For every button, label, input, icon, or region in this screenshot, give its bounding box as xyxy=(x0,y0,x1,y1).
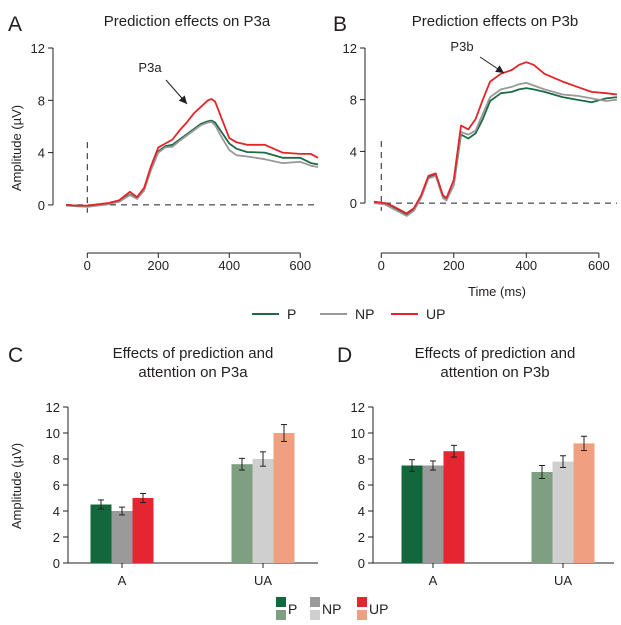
panel-d-title-line1: Effects of prediction and xyxy=(415,345,576,362)
legend-label: NP xyxy=(322,601,341,617)
y-tick-label: 4 xyxy=(350,144,357,159)
bar-p-a xyxy=(401,465,423,563)
legend-swatch-attended xyxy=(276,597,286,607)
legend-swatch-attended xyxy=(357,597,367,607)
legend-item-p: P xyxy=(252,306,296,322)
y-tick-label: 2 xyxy=(53,530,60,545)
y-tick-label: 0 xyxy=(38,198,45,213)
panel-c: C Effects of prediction and attention on… xyxy=(8,344,273,529)
legend-item-np: NP xyxy=(320,306,374,322)
bar-up-ua xyxy=(573,443,595,563)
legend-label: P xyxy=(287,306,296,322)
annotation-arrow-head xyxy=(178,95,187,104)
y-tick-label: 6 xyxy=(53,478,60,493)
x-tick-label: 400 xyxy=(515,258,537,273)
bar-p-ua xyxy=(531,472,553,563)
x-tick-label: 0 xyxy=(84,258,91,273)
y-tick-label: 6 xyxy=(358,478,365,493)
y-tick-label: 10 xyxy=(351,426,365,441)
series-line-up xyxy=(373,61,618,215)
bar-np-ua xyxy=(552,461,574,563)
annotation-arrow-head xyxy=(495,65,504,73)
bar-np-a xyxy=(111,511,133,563)
y-tick-label: 8 xyxy=(358,452,365,467)
panel-letter-a: A xyxy=(8,13,22,36)
legend-layer: P NP UP P NP UP xyxy=(252,306,445,620)
panel-b-annotation: P3b xyxy=(450,39,473,54)
panel-c-title-line1: Effects of prediction and xyxy=(113,345,274,362)
y-tick-label: 12 xyxy=(46,400,60,415)
series-line-np xyxy=(373,82,618,217)
series-line-p xyxy=(373,87,618,216)
x-tick-label: 600 xyxy=(289,258,311,273)
panel-d: D Effects of prediction and attention on… xyxy=(337,344,575,381)
legend-item-up: UP xyxy=(391,306,445,322)
bar-up-ua xyxy=(273,433,295,563)
panel-d-title-line2: attention on P3b xyxy=(440,364,549,381)
bar-up-a xyxy=(132,498,154,563)
panel-b-title: Prediction effects on P3b xyxy=(412,13,579,30)
x-tick-label: A xyxy=(118,573,127,588)
legend-label: P xyxy=(288,601,297,617)
y-tick-label: 4 xyxy=(38,146,45,161)
y-tick-label: 12 xyxy=(351,400,365,415)
panel-d-plot: 0 2 4 6 8 10 12 A UA xyxy=(351,400,614,588)
y-tick-label: 0 xyxy=(358,556,365,571)
y-tick-label: 2 xyxy=(358,530,365,545)
y-tick-label: 4 xyxy=(358,504,365,519)
panel-a-annotation: P3a xyxy=(138,60,162,75)
y-tick-label: 8 xyxy=(38,93,45,108)
panel-b-plot: 0 4 8 12 0 200 400 600 xyxy=(343,41,618,273)
x-tick-label: 0 xyxy=(378,258,385,273)
legend-item-up: UP xyxy=(357,597,388,620)
y-tick-label: 0 xyxy=(53,556,60,571)
legend-item-p: P xyxy=(276,597,297,620)
y-tick-label: 12 xyxy=(343,41,357,56)
legend-swatch-attended xyxy=(310,597,320,607)
panel-b: B Prediction effects on P3b Time (ms) P3… xyxy=(333,13,578,299)
legend-swatch-unattended xyxy=(357,610,367,620)
y-tick-label: 0 xyxy=(350,196,357,211)
y-tick-label: 8 xyxy=(350,93,357,108)
legend-swatch-unattended xyxy=(276,610,286,620)
series-line-up xyxy=(65,98,319,207)
bar-p-a xyxy=(90,504,112,563)
bar-np-ua xyxy=(252,459,274,563)
legend-swatch-unattended xyxy=(310,610,320,620)
legend-item-np: NP xyxy=(310,597,341,620)
bar-p-ua xyxy=(231,464,253,563)
x-tick-label: 600 xyxy=(588,258,610,273)
panel-c-ylabel: Amplitude (µV) xyxy=(9,443,24,529)
y-tick-label: 12 xyxy=(31,41,45,56)
series-line-np xyxy=(65,121,319,208)
x-tick-label: A xyxy=(429,573,438,588)
panel-c-plot: 0 2 4 6 8 10 12 A UA xyxy=(46,400,318,588)
legend-label: UP xyxy=(426,306,445,322)
plot-layer: 0 4 8 12 0 200 400 600 0 4 8 12 0 200 400 600 0 2 4 6 8 10 12 A… xyxy=(31,41,618,588)
panel-b-xlabel: Time (ms) xyxy=(468,284,526,299)
x-tick-label: 200 xyxy=(443,258,465,273)
panel-letter-c: C xyxy=(8,344,23,367)
panel-a-ylabel: Amplitude (µV) xyxy=(9,105,24,191)
x-tick-label: UA xyxy=(554,573,572,588)
panel-a-title: Prediction effects on P3a xyxy=(104,13,271,30)
panel-a-plot: 0 4 8 12 0 200 400 600 xyxy=(31,41,319,273)
x-tick-label: 200 xyxy=(147,258,169,273)
bar-up-a xyxy=(443,451,465,563)
legend-label: NP xyxy=(355,306,374,322)
panel-a: A Prediction effects on P3a Amplitude (µ… xyxy=(8,13,271,191)
bar-np-a xyxy=(422,465,444,563)
y-tick-label: 10 xyxy=(46,426,60,441)
y-tick-label: 8 xyxy=(53,452,60,467)
panel-c-title-line2: attention on P3a xyxy=(138,364,248,381)
x-tick-label: 400 xyxy=(218,258,240,273)
panel-letter-b: B xyxy=(333,13,347,36)
legend-label: UP xyxy=(369,601,388,617)
panel-letter-d: D xyxy=(337,344,352,367)
x-tick-label: UA xyxy=(254,573,272,588)
y-tick-label: 4 xyxy=(53,504,60,519)
